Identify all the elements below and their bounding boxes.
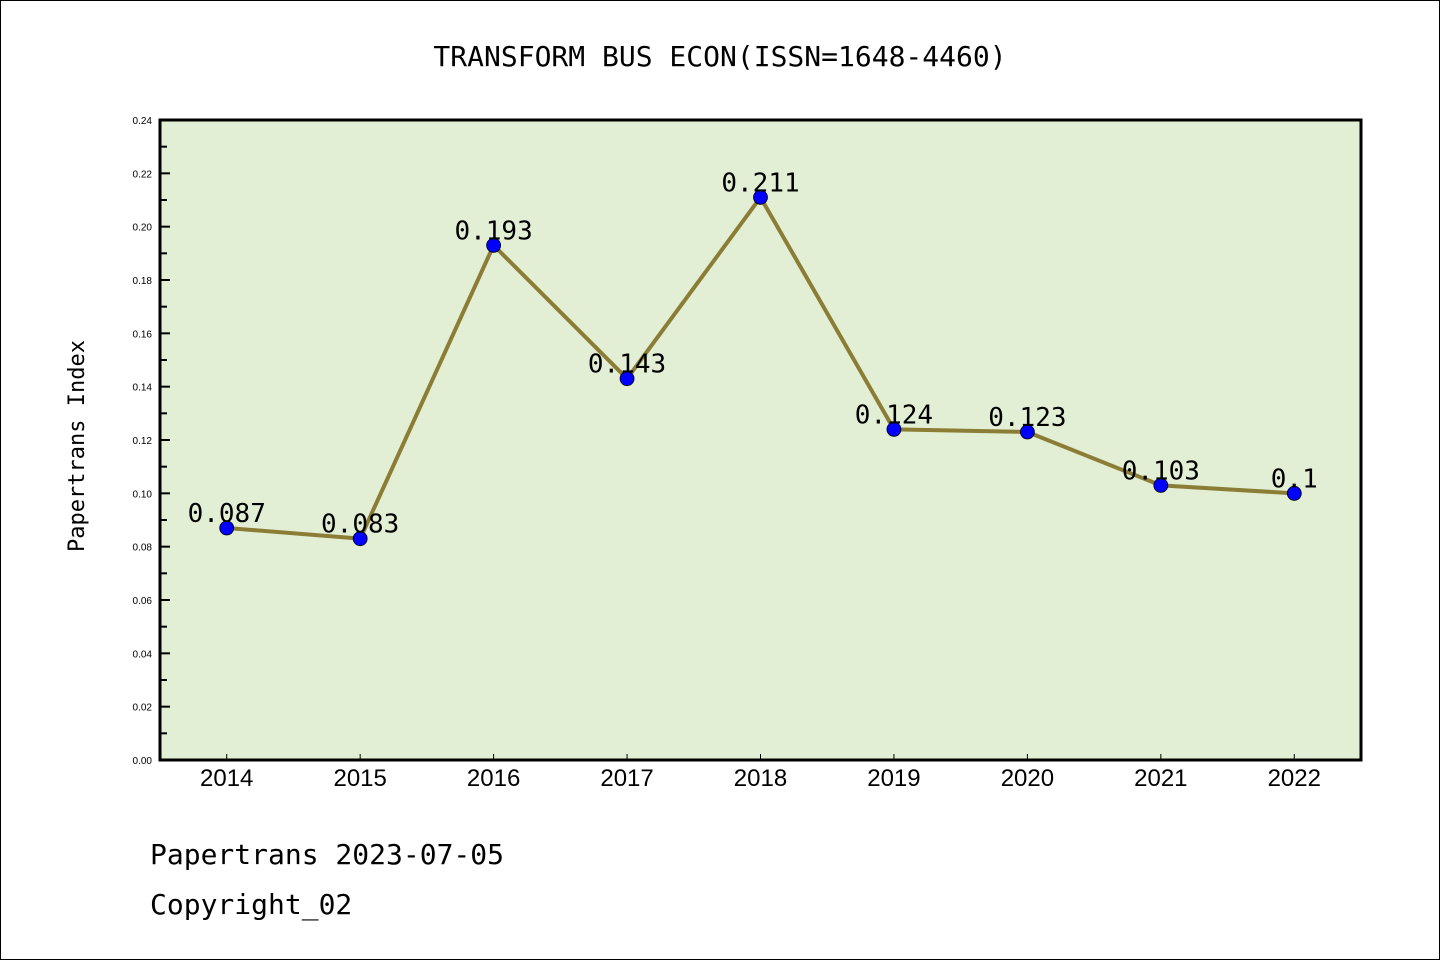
y-tick-label: 0.12 (133, 436, 153, 447)
data-label-2022: 0.1 (1271, 464, 1318, 494)
data-point-2015 (352, 531, 368, 547)
y-tick-label: 0.08 (133, 543, 153, 554)
x-tick-label: 2021 (1134, 765, 1187, 792)
footer-date: Papertrans 2023-07-05 (150, 838, 504, 871)
plot-frame (158, 118, 1363, 762)
y-tick-label: 0.20 (133, 223, 153, 234)
data-point-2022 (1286, 485, 1302, 501)
data-label-2017: 0.143 (588, 350, 666, 380)
y-tick-label: 0.16 (133, 329, 153, 340)
data-point-2014 (219, 520, 235, 536)
x-tick-label: 2022 (1268, 765, 1321, 792)
x-tick-label: 2019 (867, 765, 920, 792)
data-point-2018 (753, 189, 768, 205)
x-tick-label: 2014 (200, 765, 253, 792)
y-tick-label: 0.22 (133, 169, 153, 180)
data-point-2020 (1019, 424, 1035, 440)
data-label-2020: 0.123 (988, 403, 1066, 433)
data-point-2021 (1153, 477, 1169, 493)
x-tick-label: 2018 (734, 765, 787, 792)
y-tick-label: 0.02 (133, 703, 153, 714)
y-axis-label: Papertrans Index (65, 340, 90, 552)
data-label-2019: 0.124 (855, 400, 933, 430)
plot-area (160, 120, 1361, 760)
x-tick-label: 2020 (1001, 765, 1054, 792)
data-point-2017 (619, 371, 635, 387)
y-tick-label: 0.14 (133, 383, 153, 394)
x-tick-label: 2015 (333, 765, 386, 792)
data-label-2014: 0.087 (188, 499, 266, 529)
y-tick-label: 0.06 (133, 596, 153, 607)
chart-title: TRANSFORM BUS ECON(ISSN=1648-4460) (433, 40, 1006, 73)
y-tick-label: 0.18 (133, 276, 153, 287)
data-point-2016 (486, 237, 502, 253)
x-tick-label: 2017 (600, 765, 653, 792)
y-tick-label: 0.04 (133, 649, 153, 660)
data-label-2018: 0.211 (721, 168, 799, 198)
y-tick-label: 0.10 (133, 489, 153, 500)
data-label-2021: 0.103 (1122, 456, 1200, 486)
y-tick-label: 0.24 (133, 116, 153, 127)
y-tick-label: 0.00 (133, 756, 153, 767)
data-point-2019 (886, 421, 902, 437)
data-label-2016: 0.193 (454, 216, 532, 246)
x-tick-label: 2016 (467, 765, 520, 792)
footer-copyright: Copyright_02 (150, 888, 352, 922)
data-label-2015: 0.083 (321, 510, 399, 540)
